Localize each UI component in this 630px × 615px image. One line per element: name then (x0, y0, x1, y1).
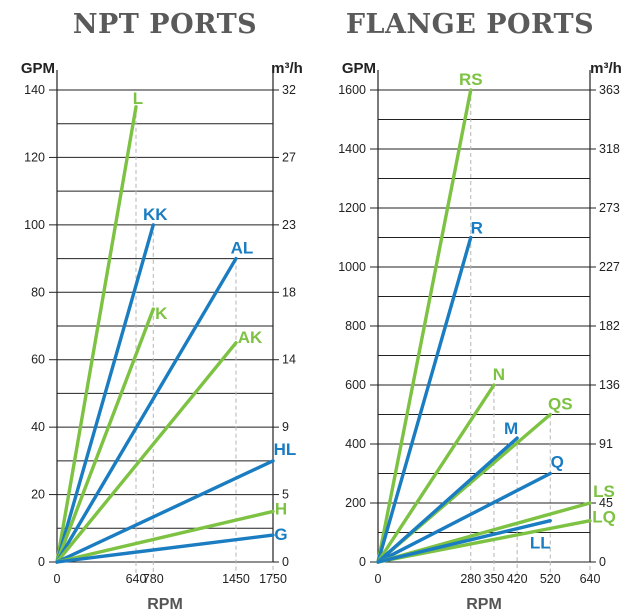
right-tick-label: 91 (599, 437, 613, 451)
series-line-ak (55, 341, 238, 564)
y-tick-label: 800 (345, 319, 366, 333)
y-axis-label-right: m³/h (271, 60, 303, 77)
series-line-g (55, 533, 275, 564)
right-tick-label: 227 (599, 260, 620, 274)
series-label-ls: LS (593, 482, 615, 501)
series-line-rs (376, 88, 473, 564)
y-tick-label: 100 (24, 218, 45, 232)
y-tick-label: 0 (359, 555, 366, 569)
y-tick-label: 40 (31, 420, 45, 434)
y-tick-label: 1600 (338, 83, 366, 97)
series-label-ak: AK (238, 328, 263, 347)
chart-title: FLANGE PORTS (346, 9, 594, 40)
right-tick-label: 23 (282, 218, 296, 232)
y-axis-label-left: GPM (342, 60, 376, 77)
series-label-h: H (275, 499, 287, 518)
series-label-l: L (133, 89, 143, 108)
x-tick-label: 1750 (259, 572, 287, 586)
right-tick-label: 0 (599, 555, 606, 569)
right-tick-label: 14 (282, 353, 296, 367)
series-label-q: Q (551, 453, 564, 472)
series-line-k (55, 307, 155, 564)
right-tick-label: 18 (282, 285, 296, 299)
series-line-kk (55, 223, 155, 564)
y-tick-label: 1200 (338, 201, 366, 215)
right-tick-label: 45 (599, 496, 613, 510)
series-label-kk: KK (143, 205, 168, 224)
y-tick-label: 80 (31, 285, 45, 299)
y-tick-label: 140 (24, 83, 45, 97)
right-tick-label: 273 (599, 201, 620, 215)
right-tick-label: 363 (599, 83, 620, 97)
flange-ports-chart: FLANGE PORTS GPM m³/h 0 200 400 600 800 1000 1200… (338, 9, 622, 613)
x-tick-label: 520 (540, 572, 561, 586)
series-label-k: K (155, 304, 168, 323)
series-label-hl: HL (274, 440, 297, 459)
right-tick-label: 32 (282, 83, 296, 97)
right-tick-label: 0 (282, 555, 289, 569)
y-axis-label-left: GPM (21, 60, 55, 77)
x-tick-label: 640 (580, 572, 601, 586)
x-tick-label: 420 (507, 572, 528, 586)
npt-ports-chart: NPT PORTS GPM m³/h 0 20 40 60 80 100 120 140 0 5 9 14 1… (21, 9, 303, 613)
series-line-m (376, 436, 519, 564)
series-label-lq: LQ (592, 508, 616, 527)
chart-title: NPT PORTS (73, 9, 257, 40)
x-axis-label: RPM (466, 596, 502, 613)
x-tick-label: 350 (484, 572, 505, 586)
y-tick-label: 600 (345, 378, 366, 392)
series-line-h (55, 509, 275, 564)
series-line-r (376, 235, 473, 564)
series-line-q (376, 471, 552, 564)
series-line-hl (55, 459, 275, 564)
x-axis-label: RPM (147, 596, 183, 613)
series-label-n: N (493, 365, 505, 384)
right-tick-label: 5 (282, 488, 289, 502)
y-axis-label-right: m³/h (590, 60, 622, 77)
right-tick-label: 318 (599, 142, 620, 156)
series-line-al (55, 256, 238, 564)
y-tick-label: 120 (24, 150, 45, 164)
series-label-ll: LL (530, 534, 551, 553)
series-label-m: M (504, 419, 518, 438)
x-tick-label: 0 (54, 572, 61, 586)
y-tick-label: 20 (31, 488, 45, 502)
right-tick-label: 182 (599, 319, 620, 333)
x-tick-label: 1450 (222, 572, 250, 586)
x-tick-label: 0 (375, 572, 382, 586)
x-tick-label: 780 (143, 572, 164, 586)
right-tick-label: 9 (282, 420, 289, 434)
x-tick-label: 280 (460, 572, 481, 586)
y-tick-label: 0 (38, 555, 45, 569)
series-label-rs: RS (459, 70, 483, 89)
series-label-r: R (471, 219, 483, 238)
series-line-ll (376, 519, 552, 564)
series-line-l (55, 105, 138, 564)
series-line-n (376, 383, 496, 564)
series-label-al: AL (231, 239, 254, 258)
y-tick-label: 60 (31, 353, 45, 367)
series-label-g: G (274, 525, 287, 544)
y-tick-label: 1000 (338, 260, 366, 274)
x-tick-label: 640 (126, 572, 147, 586)
y-tick-label: 1400 (338, 142, 366, 156)
y-tick-label: 200 (345, 496, 366, 510)
right-tick-label: 136 (599, 378, 620, 392)
series-label-qs: QS (548, 395, 573, 414)
right-tick-label: 27 (282, 150, 296, 164)
y-tick-label: 400 (345, 437, 366, 451)
